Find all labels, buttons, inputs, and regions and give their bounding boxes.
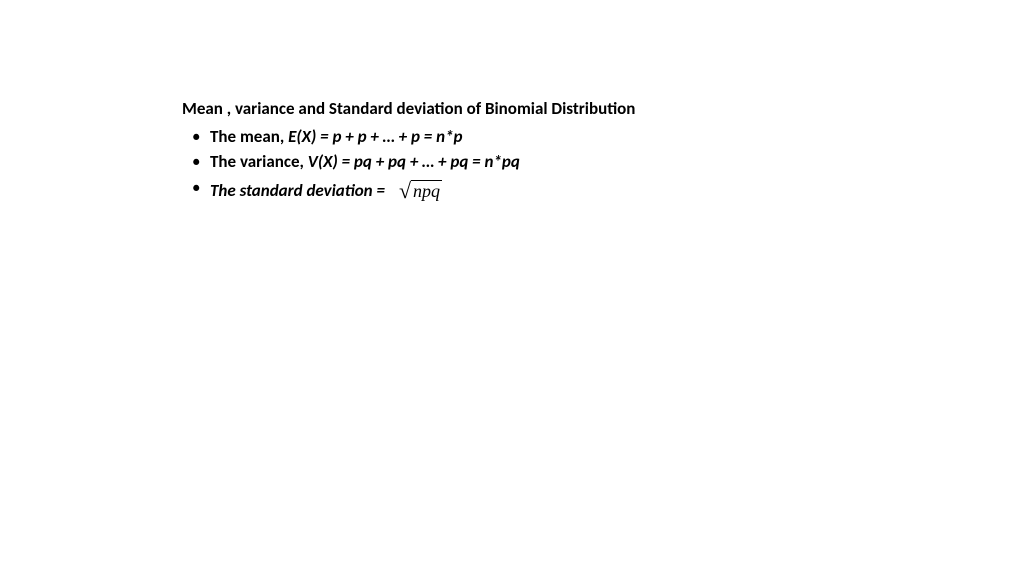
sqrt-expression: √npq xyxy=(399,175,442,208)
sqrt-icon: √ xyxy=(399,174,411,207)
stddev-label: The standard deviation = xyxy=(210,178,385,204)
bullet-variance: The variance, V(X) = pq + pq + … + pq = … xyxy=(182,149,1024,175)
variance-formula: V(X) = pq + pq + … + pq = n*pq xyxy=(308,151,520,172)
variance-label: The variance, xyxy=(210,151,308,172)
slide-title: Mean , variance and Standard deviation o… xyxy=(182,96,1024,122)
mean-formula: E(X) = p + p + … + p = n*p xyxy=(288,126,462,147)
mean-label: The mean, xyxy=(210,126,288,147)
bullet-stddev: The standard deviation = √npq xyxy=(182,175,1024,208)
sqrt-content: npq xyxy=(411,180,442,203)
bullet-list: The mean, E(X) = p + p + … + p = n*p The… xyxy=(182,124,1024,208)
bullet-mean: The mean, E(X) = p + p + … + p = n*p xyxy=(182,124,1024,150)
